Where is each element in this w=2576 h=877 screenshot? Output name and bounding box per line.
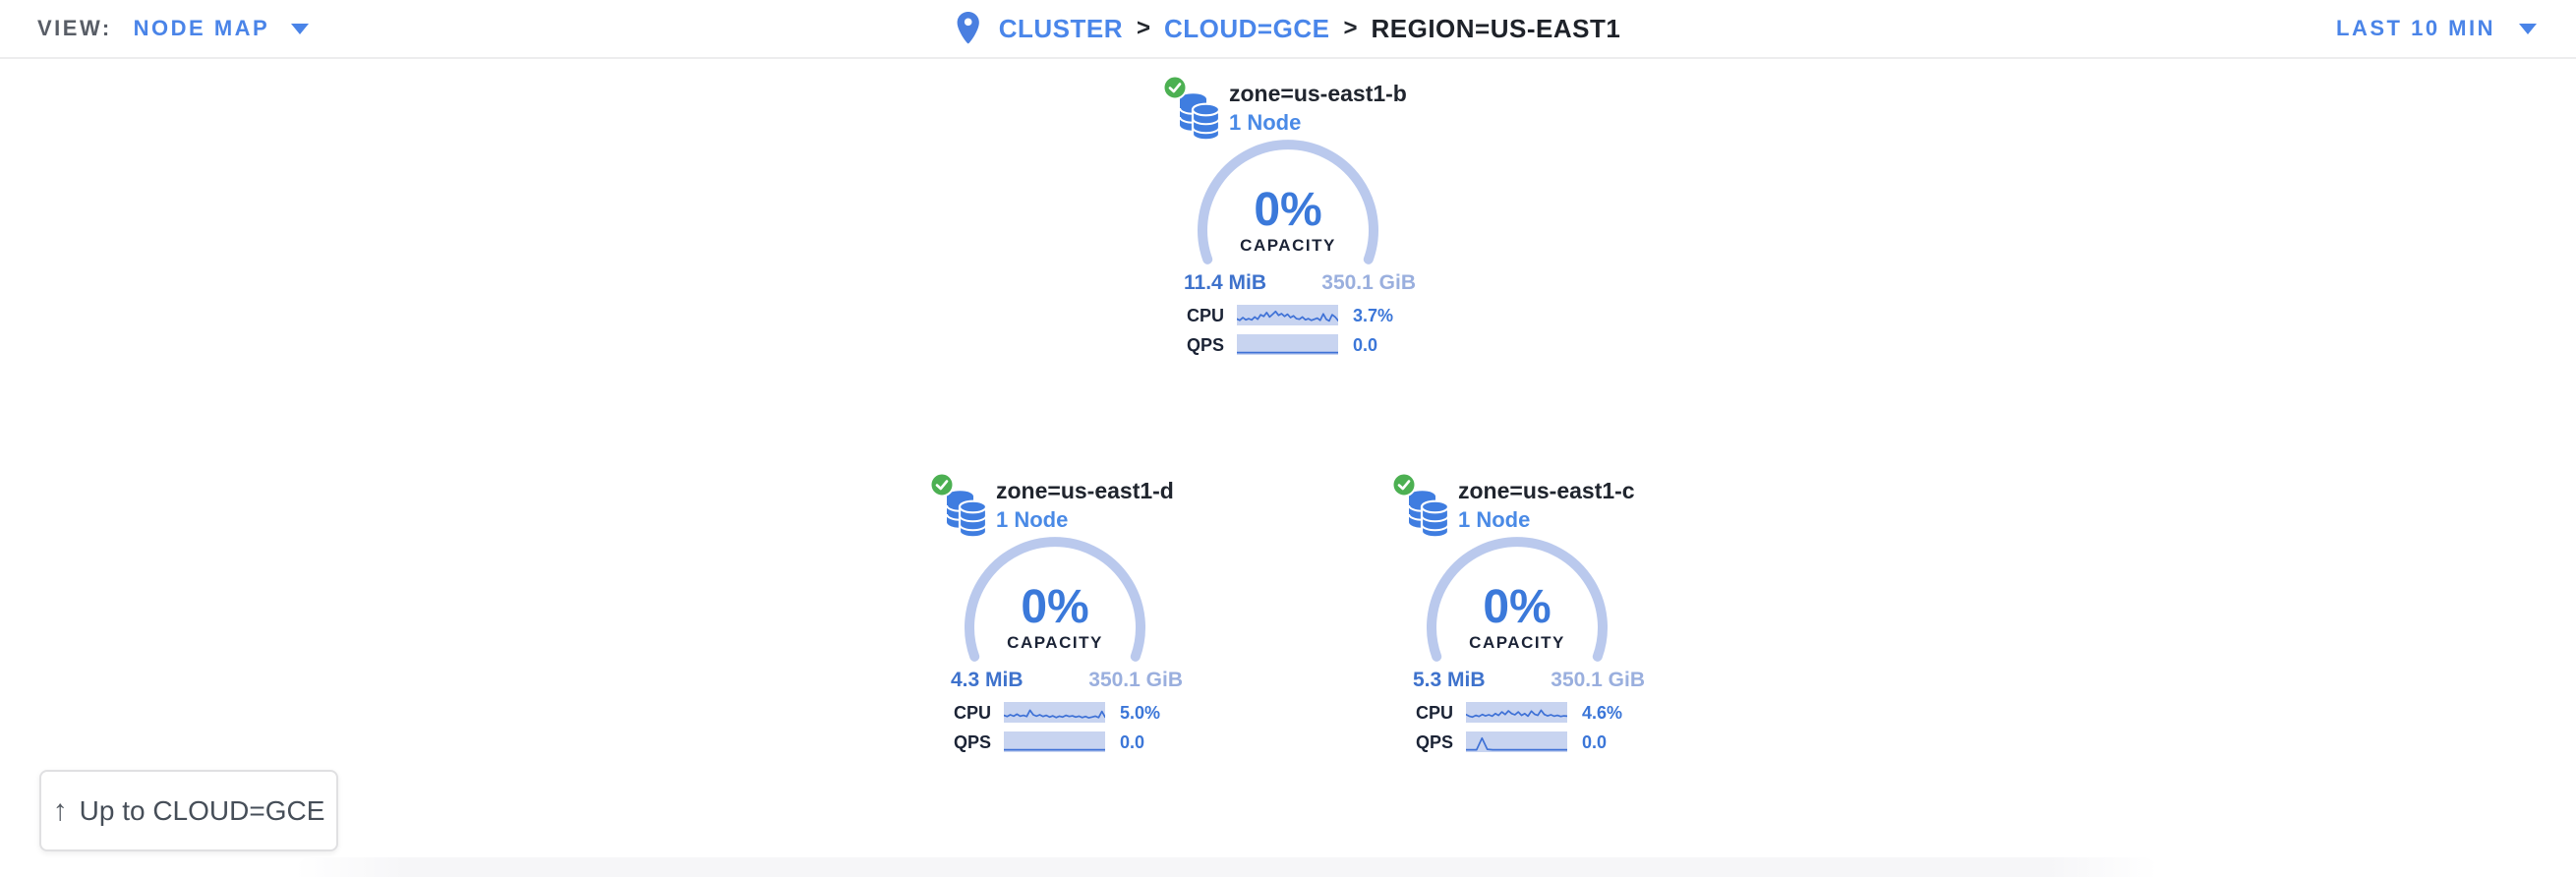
database-stack-icon	[1179, 93, 1221, 142]
capacity-percent: 0%	[1021, 581, 1089, 633]
capacity-label: CAPACITY	[1469, 633, 1565, 652]
zone-card-us-east1-d[interactable]: zone=us-east1-d 1 Node 0% CAPACITY 4.3 M…	[907, 464, 1202, 761]
time-range-value: LAST 10 MIN	[2336, 16, 2495, 40]
breadcrumb-item-current-region: REGION=US-EAST1	[1371, 13, 1621, 43]
breadcrumb: CLUSTER > CLOUD=GCE > REGION=US-EAST1	[956, 0, 1621, 57]
up-button-label: Up to CLOUD=GCE	[79, 794, 325, 826]
cpu-label: CPU	[1186, 306, 1224, 325]
cpu-metric-row: CPU 5.0%	[907, 702, 1202, 724]
qps-value: 0.0	[1353, 335, 1378, 355]
qps-value: 0.0	[1582, 732, 1608, 752]
view-selector[interactable]: VIEW: NODE MAP	[37, 0, 310, 57]
qps-sparkline-chart	[1237, 334, 1338, 355]
healthy-check-icon	[1391, 472, 1417, 497]
zone-name: zone=us-east1-d	[996, 478, 1174, 503]
capacity-gauge-arc	[1198, 140, 1378, 264]
capacity-label: CAPACITY	[1240, 236, 1336, 255]
zone-name: zone=us-east1-b	[1229, 81, 1407, 106]
node-count-link[interactable]: 1 Node	[996, 507, 1069, 532]
breadcrumb-item-cloud-gce[interactable]: CLOUD=GCE	[1163, 13, 1330, 43]
capacity-stats-row: 11.4 MiB 350.1 GiB	[1184, 271, 1416, 295]
top-bar: VIEW: NODE MAP CLUSTER > CLOUD=GCE > REG…	[0, 0, 2576, 59]
capacity-total: 350.1 GiB	[1088, 669, 1183, 691]
cpu-label: CPU	[953, 703, 991, 723]
qps-metric-row: QPS 0.0	[907, 731, 1202, 753]
zone-name: zone=us-east1-c	[1458, 478, 1635, 503]
qps-sparkline-chart	[1466, 731, 1567, 752]
breadcrumb-separator: >	[1136, 15, 1150, 41]
database-stack-icon	[946, 491, 988, 539]
cpu-value: 3.7%	[1353, 306, 1394, 325]
arrow-up-icon: ↑	[52, 793, 68, 827]
node-count-link[interactable]: 1 Node	[1229, 110, 1302, 135]
cpu-value: 5.0%	[1120, 703, 1161, 723]
chevron-down-icon	[2519, 23, 2537, 34]
capacity-percent: 0%	[1254, 184, 1322, 236]
cpu-metric-row: CPU 4.6%	[1370, 702, 1665, 724]
capacity-stats-row: 4.3 MiB 350.1 GiB	[951, 669, 1183, 692]
map-region-edge	[295, 857, 2158, 877]
capacity-used: 11.4 MiB	[1184, 271, 1267, 294]
cpu-sparkline-chart	[1466, 702, 1567, 723]
view-value: NODE MAP	[133, 16, 270, 40]
qps-label: QPS	[953, 732, 991, 752]
qps-metric-row: QPS 0.0	[1370, 731, 1665, 753]
capacity-percent: 0%	[1483, 581, 1551, 633]
qps-metric-row: QPS 0.0	[1141, 334, 1435, 356]
chevron-down-icon	[291, 23, 310, 34]
capacity-gauge-arc	[965, 537, 1145, 662]
time-range-selector[interactable]: LAST 10 MIN	[2336, 0, 2537, 57]
capacity-used: 4.3 MiB	[951, 669, 1024, 691]
map-pin-icon	[957, 12, 979, 44]
breadcrumb-item-cluster[interactable]: CLUSTER	[998, 13, 1123, 43]
qps-label: QPS	[1415, 732, 1453, 752]
zone-card-us-east1-b[interactable]: zone=us-east1-b 1 Node 0% CAPACITY 11.4 …	[1141, 67, 1435, 364]
capacity-total: 350.1 GiB	[1321, 271, 1416, 294]
capacity-total: 350.1 GiB	[1551, 669, 1645, 691]
view-label: VIEW:	[37, 16, 112, 40]
node-count-link[interactable]: 1 Node	[1458, 507, 1531, 532]
cpu-metric-row: CPU 3.7%	[1141, 305, 1435, 326]
cpu-label: CPU	[1415, 703, 1453, 723]
capacity-stats-row: 5.3 MiB 350.1 GiB	[1413, 669, 1645, 692]
capacity-used: 5.3 MiB	[1413, 669, 1486, 691]
healthy-check-icon	[1162, 75, 1188, 100]
qps-sparkline-chart	[1004, 731, 1105, 752]
qps-value: 0.0	[1120, 732, 1145, 752]
capacity-gauge-arc	[1427, 537, 1608, 662]
capacity-label: CAPACITY	[1007, 633, 1103, 652]
cpu-sparkline-chart	[1004, 702, 1105, 723]
qps-label: QPS	[1186, 335, 1224, 355]
cpu-value: 4.6%	[1582, 703, 1623, 723]
up-to-cloud-gce-button[interactable]: ↑ Up to CLOUD=GCE	[39, 770, 338, 851]
breadcrumb-separator: >	[1343, 15, 1358, 41]
cpu-sparkline-chart	[1237, 305, 1338, 325]
database-stack-icon	[1408, 491, 1450, 539]
healthy-check-icon	[929, 472, 955, 497]
zone-card-us-east1-c[interactable]: zone=us-east1-c 1 Node 0% CAPACITY 5.3 M…	[1370, 464, 1665, 761]
